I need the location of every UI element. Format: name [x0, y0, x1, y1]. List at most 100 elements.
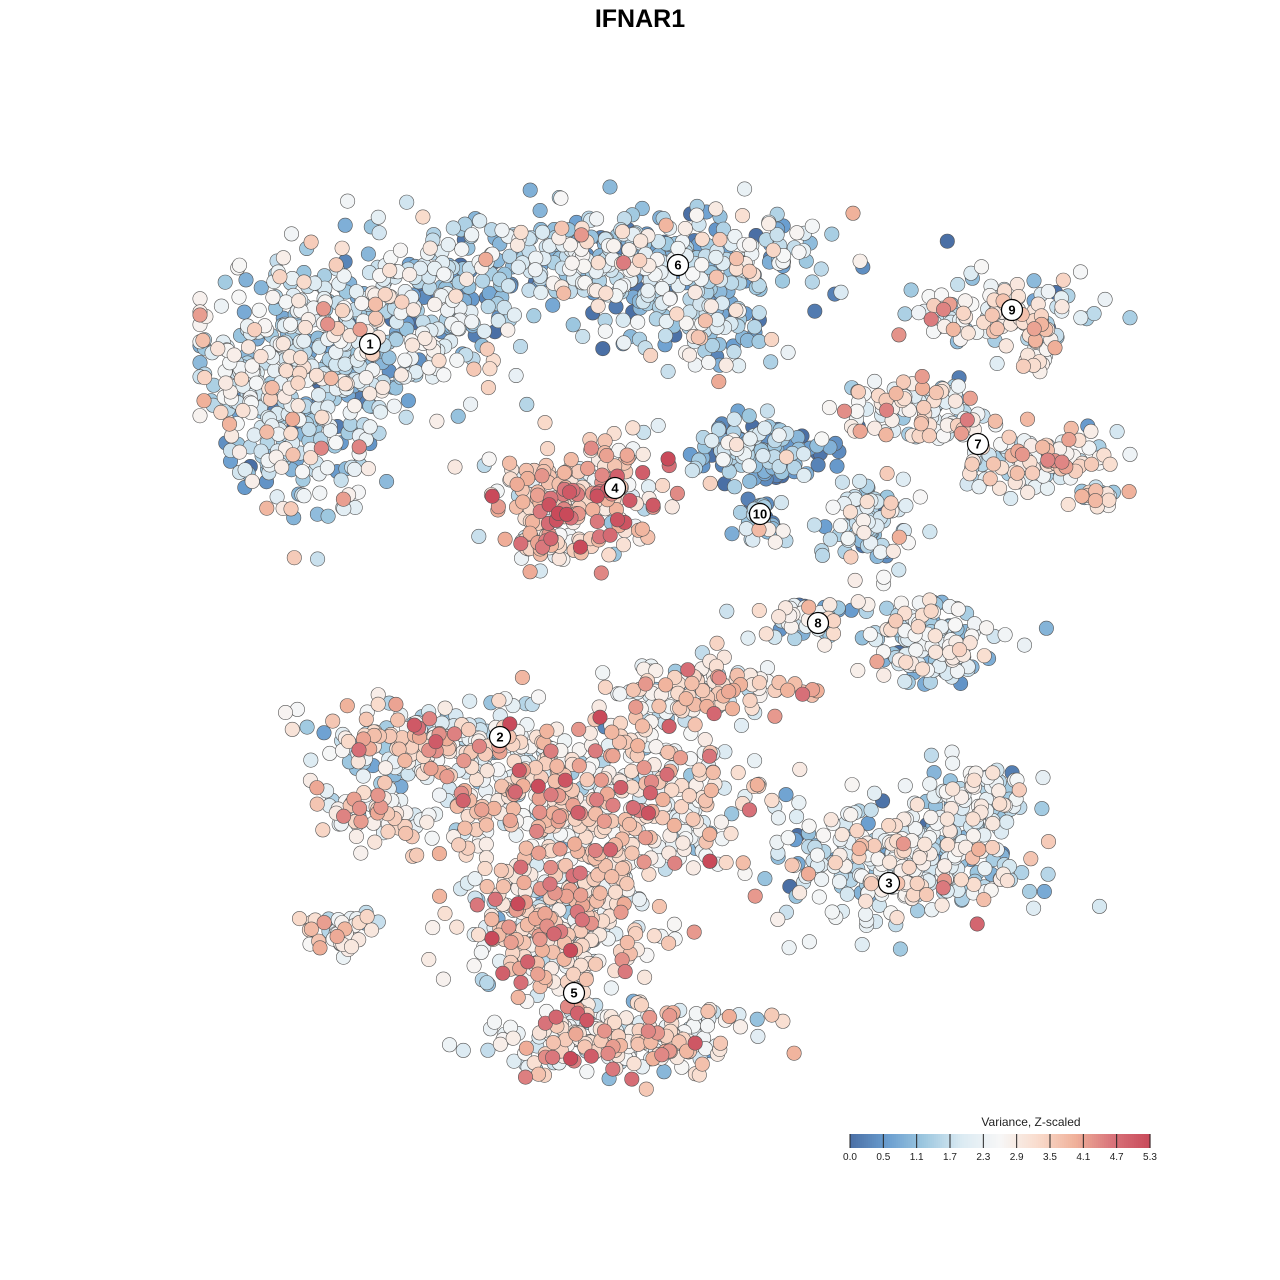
cell-point-cluster-9 [1015, 358, 1031, 374]
cell-point-cluster-7 [959, 412, 975, 428]
cell-point-cluster-3 [757, 871, 773, 887]
cell-point-cluster-2 [353, 845, 369, 861]
cell-point-cluster-6 [728, 251, 744, 267]
colorbar-segment [1108, 1134, 1111, 1148]
cell-point-cluster-5 [409, 847, 425, 863]
cell-point-cluster-2 [351, 742, 367, 758]
cell-point-cluster-8 [950, 601, 966, 617]
colorbar-segment [1100, 1134, 1103, 1148]
cell-point-cluster-5 [367, 834, 383, 850]
cell-point-cluster-5 [432, 888, 448, 904]
cell-point-cluster-6 [807, 303, 823, 319]
cell-point-cluster-10 [727, 479, 743, 495]
cell-point-cluster-5 [613, 779, 629, 795]
colorbar-tick-label: 2.3 [976, 1152, 990, 1163]
cell-point-cluster-3 [839, 886, 855, 902]
cell-point-cluster-5 [589, 792, 605, 808]
cell-point-cluster-1 [512, 338, 528, 354]
cell-point-cluster-1 [351, 439, 367, 455]
cell-point-cluster-9 [935, 301, 951, 317]
cell-point-cluster-1 [286, 550, 302, 566]
cell-point-cluster-6 [690, 329, 706, 345]
cell-point-cluster-3 [1041, 834, 1057, 850]
cell-point-cluster-3 [851, 841, 867, 857]
colorbar-segment [978, 1134, 981, 1148]
colorbar-segment [910, 1134, 913, 1148]
cell-point-cluster-2 [353, 813, 369, 829]
cell-point-cluster-6 [751, 305, 767, 321]
cell-point-cluster-5 [493, 862, 509, 878]
cell-point-cluster-1 [464, 314, 480, 330]
cell-point-cluster-3 [892, 941, 908, 957]
cell-point-cluster-3 [866, 838, 882, 854]
cell-point-cluster-6 [681, 347, 697, 363]
cell-point-cluster-3 [1092, 898, 1108, 914]
cell-point-cluster-5 [604, 724, 620, 740]
cluster-label-10: 10 [748, 502, 772, 526]
cell-point-cluster-1 [301, 421, 317, 437]
cell-point-cluster-2 [325, 713, 341, 729]
cell-point-cluster-5 [709, 635, 725, 651]
cell-point-cluster-7 [992, 480, 1008, 496]
cell-point-cluster-5 [557, 772, 573, 788]
cell-point-cluster-4 [534, 468, 550, 484]
cell-point-cluster-1 [234, 371, 250, 387]
cell-point-cluster-1 [265, 289, 281, 305]
cell-point-cluster-4 [522, 564, 538, 580]
cell-point-cluster-2 [377, 775, 393, 791]
colorbar-segment [988, 1134, 991, 1148]
cell-point-cluster-5 [467, 871, 483, 887]
cell-point-cluster-1 [296, 274, 312, 290]
colorbar-segment [1048, 1134, 1051, 1148]
cell-point-cluster-5 [654, 1047, 670, 1063]
cell-point-cluster-9 [955, 305, 971, 321]
cell-point-cluster-2 [462, 693, 478, 709]
cell-point-cluster-5 [603, 980, 619, 996]
cell-point-cluster-7 [1074, 488, 1090, 504]
cell-point-cluster-6 [640, 283, 656, 299]
colorbar-segment [974, 1134, 977, 1148]
cell-point-cluster-8 [879, 465, 895, 481]
cell-point-cluster-3 [854, 937, 870, 953]
colorbar-segment [918, 1134, 921, 1148]
cell-point-cluster-5 [431, 846, 447, 862]
colorbar-segment [858, 1134, 861, 1148]
colorbar-segment [962, 1134, 965, 1148]
cell-point-cluster-1 [303, 234, 319, 250]
cell-point-cluster-2 [390, 712, 406, 728]
cell-point-cluster-6 [478, 251, 494, 267]
cell-point-cluster-4 [645, 497, 661, 513]
cell-point-cluster-3 [966, 876, 982, 892]
cell-point-cluster-5 [425, 920, 441, 936]
cell-point-cluster-1 [264, 380, 280, 396]
cell-point-cluster-10 [796, 446, 812, 462]
cell-point-cluster-1 [291, 293, 307, 309]
cell-point-cluster-7 [867, 420, 883, 436]
cell-point-cluster-7 [1003, 490, 1019, 506]
cell-point-cluster-8 [850, 594, 866, 610]
cell-point-cluster-1 [232, 444, 248, 460]
cell-point-cluster-5 [543, 743, 559, 759]
cell-point-cluster-3 [849, 823, 865, 839]
cell-point-cluster-1 [192, 408, 208, 424]
cell-point-cluster-4 [635, 465, 651, 481]
cell-point-cluster-1 [347, 398, 363, 414]
cell-point-cluster-5 [431, 787, 447, 803]
cell-point-cluster-6 [764, 331, 780, 347]
cell-point-cluster-5 [539, 723, 555, 739]
cell-point-cluster-6 [440, 237, 456, 253]
cell-point-cluster-8 [843, 549, 859, 565]
cell-point-cluster-6 [405, 302, 421, 318]
cell-point-cluster-4 [664, 499, 680, 515]
cell-point-cluster-2 [309, 780, 325, 796]
cell-point-cluster-6 [678, 315, 694, 331]
cell-point-cluster-5 [542, 876, 558, 892]
colorbar-segment [1148, 1134, 1151, 1148]
cell-point-cluster-4 [589, 488, 605, 504]
colorbar-segment [954, 1134, 957, 1148]
legend-ticks: 0.0 0.5 1.1 1.7 2.3 2.9 3.5 4.1 4.7 5.3 [843, 1134, 1157, 1163]
cell-point-cluster-9 [984, 307, 1000, 323]
colorbar-segment [1044, 1134, 1047, 1148]
cell-point-cluster-1 [213, 298, 229, 314]
cell-point-cluster-2 [316, 725, 332, 741]
